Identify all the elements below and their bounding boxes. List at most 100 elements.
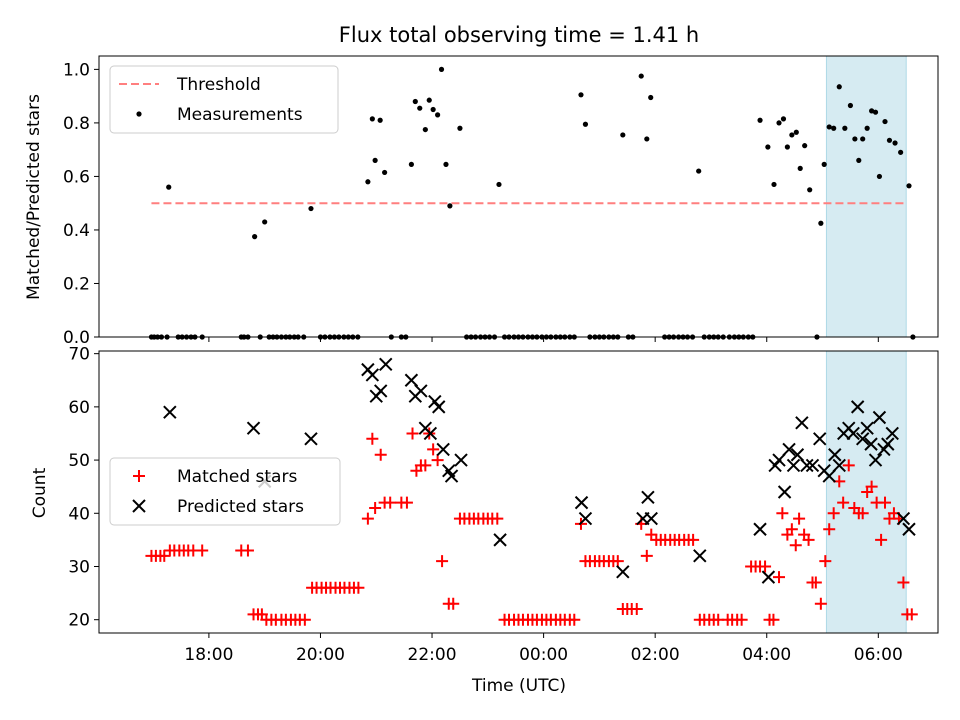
x-tick-label: 02:00 — [631, 645, 680, 665]
measurement-point — [906, 183, 912, 189]
measurement-point — [847, 102, 854, 109]
measurement-point — [826, 124, 832, 130]
predicted-star-point — [885, 426, 899, 441]
measurement-point — [382, 169, 388, 176]
y-tick-label: 0.8 — [63, 114, 90, 134]
predicted-star-point — [864, 437, 878, 451]
predicted-star-point — [822, 469, 836, 483]
matched-star-point — [611, 555, 624, 568]
predicted-star-point — [753, 522, 767, 536]
bottom-y-ticks: 20 30 40 50 60 70 — [68, 345, 99, 631]
measurement-point — [377, 117, 383, 123]
top-legend-box — [109, 65, 339, 134]
matched-star-point — [645, 528, 658, 541]
y-tick-label: 30 — [68, 557, 90, 577]
measurement-point — [821, 161, 827, 167]
measurement-point — [426, 97, 432, 103]
measurement-point — [789, 132, 795, 138]
matched-star-point — [814, 597, 827, 610]
measurement-point — [438, 66, 445, 72]
predicted-star-point — [782, 442, 796, 457]
predicted-star-point — [881, 437, 895, 451]
matched-star-point — [640, 549, 653, 562]
measurement-point — [252, 234, 258, 240]
measurement-point — [262, 219, 268, 225]
predicted-star-point — [246, 421, 261, 435]
measurement-point — [886, 137, 893, 143]
matched-star-point — [630, 603, 643, 616]
measurement-point — [620, 132, 626, 138]
y-tick-label: 0.0 — [63, 328, 90, 348]
predicted-star-point — [374, 384, 388, 398]
measurement-point — [408, 161, 414, 167]
predicted-star-point — [795, 416, 809, 430]
measurement-point — [443, 161, 449, 167]
predicted-legend-swatch — [132, 499, 146, 513]
predicted-star-point — [872, 410, 887, 425]
matched-star-point — [759, 560, 772, 573]
predicted-star-point — [432, 400, 446, 414]
y-tick-label: 1.0 — [63, 60, 90, 80]
matched-star-point — [436, 555, 449, 568]
matched-star-point — [789, 539, 802, 552]
predicted-star-point — [574, 495, 589, 510]
matched-star-point — [802, 533, 815, 546]
matched-star-point — [374, 448, 387, 461]
matched-stars-series — [145, 427, 918, 626]
measurement-point — [831, 125, 837, 131]
measurement-point — [422, 126, 428, 133]
predicted-star-point — [436, 442, 450, 457]
predicted-star-point — [644, 511, 658, 526]
predicted-star-point — [860, 421, 874, 435]
y-tick-label: 0.2 — [63, 274, 90, 294]
predicted-star-point — [772, 453, 786, 467]
x-axis-label: Time (UTC) — [471, 676, 566, 696]
matched-star-point — [427, 443, 440, 456]
predicted-star-point — [790, 448, 805, 462]
matched-star-point — [823, 523, 836, 536]
matched-star-point — [819, 555, 832, 568]
predicted-star-point — [896, 511, 911, 526]
measurement-point — [856, 157, 862, 163]
matched-star-point — [241, 544, 254, 557]
x-tick-label: 20:00 — [296, 645, 345, 665]
predicted-star-point — [850, 400, 865, 414]
x-tick-label: 22:00 — [408, 645, 457, 665]
measurement-point — [638, 73, 644, 79]
bottom-axes-frame — [98, 350, 939, 634]
predicted-star-point — [846, 426, 860, 441]
matched-star-point — [837, 496, 850, 509]
bottom-highlight-band — [825, 350, 907, 634]
measurement-point — [582, 121, 589, 127]
top-y-axis-label: Matched/Predicted stars — [24, 94, 44, 300]
measurement-point — [780, 116, 787, 122]
x-tick-label: 00:00 — [519, 645, 568, 665]
measurement-point — [578, 92, 584, 98]
matched-star-point — [856, 507, 869, 520]
predicted-star-point — [493, 533, 507, 547]
measurement-point — [648, 94, 654, 101]
predicted-star-point — [761, 570, 776, 584]
predicted-star-point — [805, 458, 820, 473]
measurement-point — [876, 173, 883, 180]
measurement-point — [892, 140, 898, 146]
bottom-y-axis-label: Count — [30, 467, 50, 518]
x-tick-label: 06:00 — [854, 645, 903, 665]
measurement-point — [447, 203, 453, 209]
y-tick-label: 70 — [68, 345, 90, 365]
threshold-legend-label: Threshold — [176, 75, 261, 95]
matched-star-point — [776, 507, 789, 520]
matched-star-point — [735, 613, 748, 626]
top-y-ticks: 0.0 0.2 0.4 0.6 0.8 1.0 — [63, 60, 99, 348]
measurement-point — [802, 143, 808, 149]
measurement-point — [166, 184, 172, 190]
measurement-point — [496, 181, 502, 188]
matched-star-point — [568, 613, 581, 626]
predicted-star-point — [832, 458, 846, 473]
predicted-star-point — [828, 448, 842, 462]
measurement-point — [869, 108, 875, 114]
matched-star-point — [384, 496, 397, 509]
bottom-legend-box — [109, 457, 341, 526]
measurement-point — [842, 125, 848, 131]
measurement-point — [793, 129, 799, 135]
